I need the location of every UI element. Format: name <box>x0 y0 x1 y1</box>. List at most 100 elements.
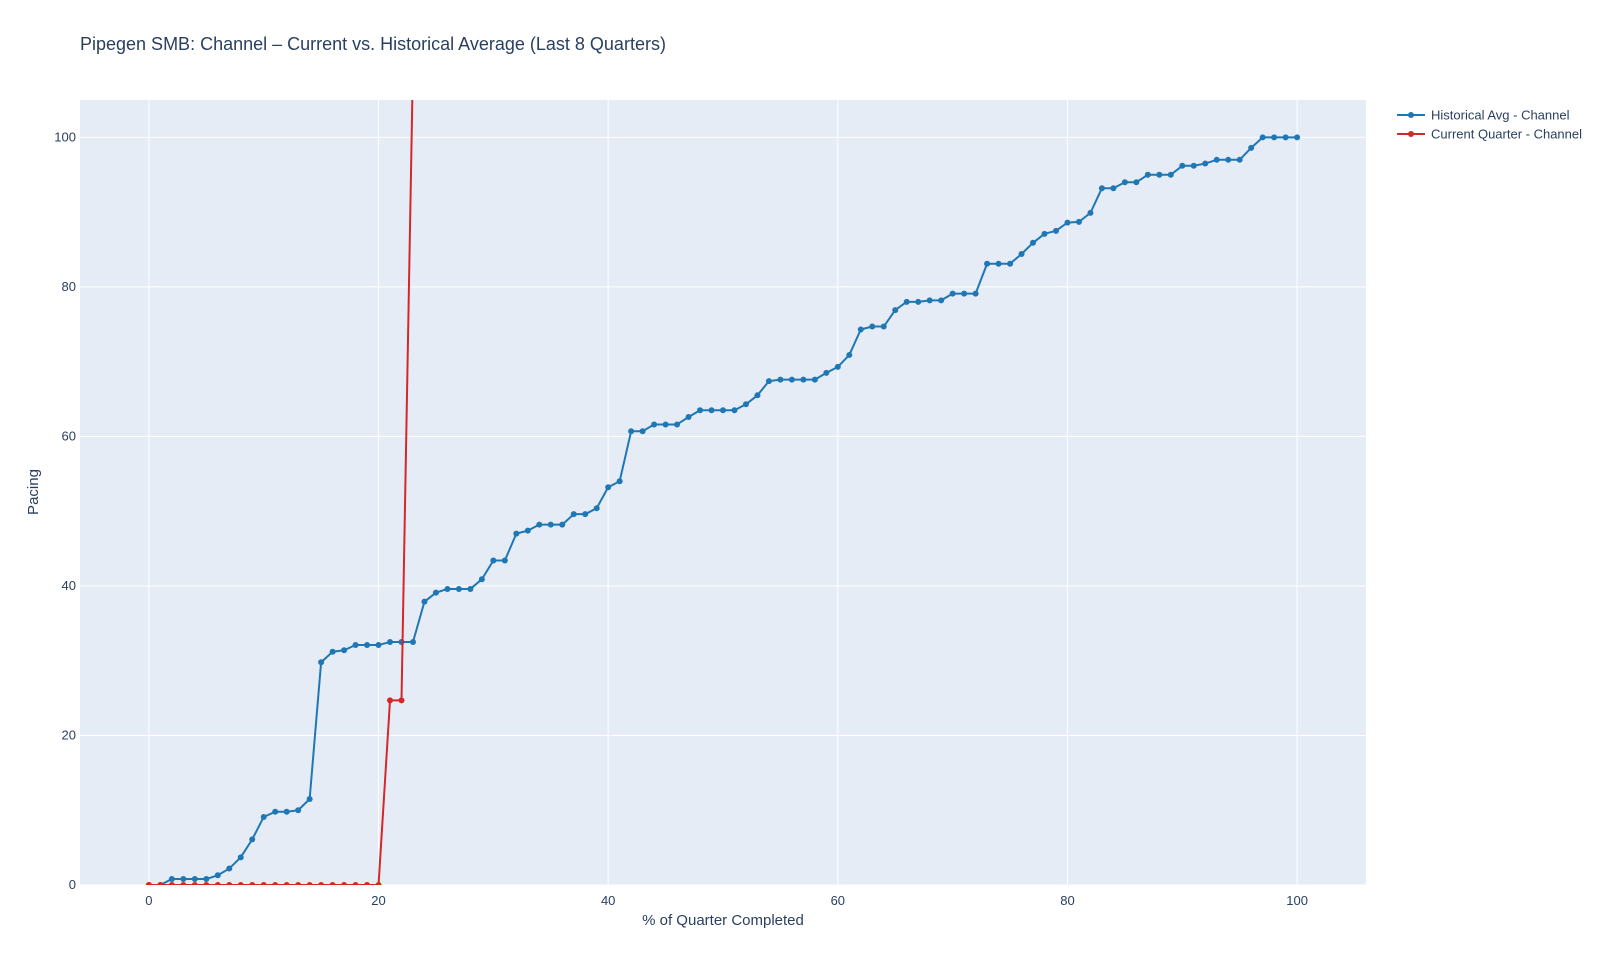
data-point[interactable] <box>536 521 543 528</box>
data-point[interactable] <box>260 813 267 820</box>
data-point[interactable] <box>1225 156 1232 163</box>
data-point[interactable] <box>972 290 979 297</box>
data-point[interactable] <box>1007 260 1014 267</box>
data-point[interactable] <box>1030 239 1037 246</box>
data-point[interactable] <box>352 642 359 649</box>
data-point[interactable] <box>984 260 991 267</box>
data-point[interactable] <box>1167 171 1174 178</box>
data-point[interactable] <box>214 882 221 888</box>
data-point[interactable] <box>478 576 485 583</box>
data-point[interactable] <box>432 589 439 596</box>
data-point[interactable] <box>249 882 256 888</box>
data-point[interactable] <box>938 297 945 304</box>
data-point[interactable] <box>1121 179 1128 186</box>
legend-item[interactable]: Current Quarter - Channel <box>1397 127 1582 142</box>
data-point[interactable] <box>777 376 784 383</box>
data-point[interactable] <box>375 882 382 888</box>
data-point[interactable] <box>444 585 451 592</box>
data-point[interactable] <box>1087 209 1094 216</box>
data-point[interactable] <box>524 527 531 534</box>
data-point[interactable] <box>364 642 371 649</box>
data-point[interactable] <box>295 807 302 814</box>
data-point[interactable] <box>513 530 520 537</box>
data-point[interactable] <box>823 369 830 376</box>
data-point[interactable] <box>616 478 623 485</box>
data-point[interactable] <box>467 585 474 592</box>
data-point[interactable] <box>662 421 669 428</box>
data-point[interactable] <box>1144 171 1151 178</box>
data-point[interactable] <box>364 882 371 888</box>
data-point[interactable] <box>501 557 508 564</box>
data-point[interactable] <box>961 290 968 297</box>
data-point[interactable] <box>720 407 726 414</box>
data-point[interactable] <box>570 511 577 518</box>
data-point[interactable] <box>1179 162 1186 169</box>
data-point[interactable] <box>306 882 313 888</box>
data-point[interactable] <box>1259 134 1266 141</box>
data-point[interactable] <box>1052 227 1059 234</box>
data-point[interactable] <box>226 882 233 888</box>
data-point[interactable] <box>341 647 348 654</box>
data-point[interactable] <box>1075 218 1082 225</box>
data-point[interactable] <box>318 882 325 888</box>
data-point[interactable] <box>926 297 933 304</box>
data-point[interactable] <box>191 882 198 888</box>
data-point[interactable] <box>593 505 600 512</box>
data-point[interactable] <box>685 413 692 420</box>
data-point[interactable] <box>628 428 635 435</box>
data-point[interactable] <box>1110 185 1117 192</box>
data-point[interactable] <box>398 697 405 704</box>
data-point[interactable] <box>1202 160 1209 167</box>
data-point[interactable] <box>341 882 348 888</box>
data-point[interactable] <box>1156 171 1163 178</box>
data-point[interactable] <box>639 428 646 435</box>
data-point[interactable] <box>995 260 1002 267</box>
data-point[interactable] <box>582 511 589 518</box>
data-point[interactable] <box>674 421 681 428</box>
data-point[interactable] <box>249 836 256 843</box>
data-point[interactable] <box>490 557 497 564</box>
data-point[interactable] <box>1236 156 1243 163</box>
data-point[interactable] <box>846 351 853 358</box>
data-point[interactable] <box>1271 134 1278 141</box>
data-point[interactable] <box>191 876 198 883</box>
data-point[interactable] <box>1294 134 1301 141</box>
data-point[interactable] <box>409 639 416 646</box>
data-point[interactable] <box>788 376 795 383</box>
data-point[interactable] <box>800 376 807 383</box>
data-point[interactable] <box>1064 219 1071 226</box>
legend-item[interactable]: Historical Avg - Channel <box>1397 108 1570 123</box>
legend[interactable]: Historical Avg - Channel Current Quarter … <box>1397 108 1582 142</box>
data-point[interactable] <box>1018 251 1025 258</box>
data-point[interactable] <box>375 642 382 649</box>
data-point[interactable] <box>903 298 910 305</box>
data-point[interactable] <box>834 363 841 370</box>
data-point[interactable] <box>387 639 394 646</box>
data-point[interactable] <box>1248 144 1255 151</box>
data-point[interactable] <box>1282 134 1289 141</box>
data-point[interactable] <box>237 854 244 861</box>
data-point[interactable] <box>869 323 876 330</box>
data-point[interactable] <box>398 639 405 646</box>
data-point[interactable] <box>329 882 336 888</box>
data-point[interactable] <box>697 407 704 414</box>
data-point[interactable] <box>708 407 715 414</box>
data-point[interactable] <box>260 882 267 888</box>
data-point[interactable] <box>547 521 554 528</box>
data-point[interactable] <box>892 307 899 314</box>
data-point[interactable] <box>742 401 749 408</box>
data-point[interactable] <box>226 865 233 872</box>
data-point[interactable] <box>559 521 566 528</box>
data-point[interactable] <box>168 882 175 888</box>
data-point[interactable] <box>857 326 864 333</box>
data-point[interactable] <box>455 585 462 592</box>
data-point[interactable] <box>915 298 922 305</box>
data-point[interactable] <box>145 882 152 888</box>
data-point[interactable] <box>651 421 658 428</box>
data-point[interactable] <box>754 392 761 399</box>
data-point[interactable] <box>880 323 887 330</box>
data-point[interactable] <box>1133 179 1140 186</box>
data-point[interactable] <box>329 648 336 655</box>
data-point[interactable] <box>157 882 164 888</box>
data-point[interactable] <box>203 876 210 883</box>
